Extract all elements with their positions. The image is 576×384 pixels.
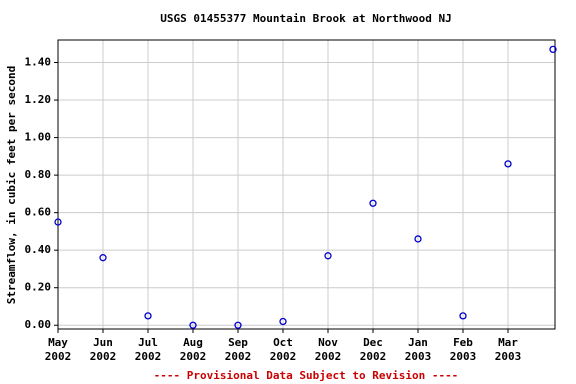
x-tick-label: Jan	[408, 336, 428, 349]
y-tick-label: 0.00	[25, 318, 52, 331]
point	[99, 254, 107, 262]
point	[54, 218, 62, 226]
x-tick-label: Feb	[453, 336, 473, 349]
x-tick-label: 2003	[405, 350, 432, 363]
y-tick-label: 0.60	[25, 206, 52, 219]
y-tick-label: 1.00	[25, 131, 52, 144]
point	[504, 160, 512, 168]
point	[279, 317, 287, 326]
y-tick-label: 0.80	[25, 168, 52, 181]
x-tick-label: 2003	[495, 350, 522, 363]
point	[369, 199, 377, 207]
y-tick-label: 0.40	[25, 243, 52, 256]
x-tick-label: Jul	[138, 336, 158, 349]
x-tick-label: Sep	[228, 336, 248, 349]
point	[324, 252, 332, 260]
x-tick-label: Aug	[183, 336, 203, 349]
x-tick-label: 2002	[135, 350, 162, 363]
x-tick-label: Mar	[498, 336, 518, 349]
x-tick-label: Oct	[273, 336, 293, 349]
x-tick-label: 2002	[90, 350, 117, 363]
x-tick-label: Dec	[363, 336, 383, 349]
point	[549, 45, 557, 54]
plot-frame	[57, 39, 556, 330]
point	[144, 312, 152, 320]
y-axis-label: Streamflow, in cubic feet per second	[5, 66, 18, 304]
point	[459, 312, 467, 320]
x-tick-label: 2002	[45, 350, 72, 363]
point	[189, 321, 197, 329]
y-tick-label: 1.20	[25, 93, 52, 106]
footnote: ---- Provisional Data Subject to Revisio…	[154, 369, 459, 382]
y-tick-label: 1.40	[25, 56, 52, 69]
point	[234, 321, 242, 329]
x-tick-label: May	[48, 336, 68, 349]
chart-title: USGS 01455377 Mountain Brook at Northwoo…	[160, 12, 451, 25]
x-tick-label: Jun	[93, 336, 113, 349]
x-tick-label: 2002	[225, 350, 252, 363]
x-tick-label: 2002	[360, 350, 387, 363]
x-tick-label: 2003	[450, 350, 477, 363]
x-tick-label: Nov	[318, 336, 338, 349]
x-tick-label: 2002	[315, 350, 342, 363]
x-tick-label: 2002	[180, 350, 207, 363]
point	[414, 235, 422, 243]
y-tick-label: 0.20	[25, 281, 52, 294]
x-tick-label: 2002	[270, 350, 297, 363]
